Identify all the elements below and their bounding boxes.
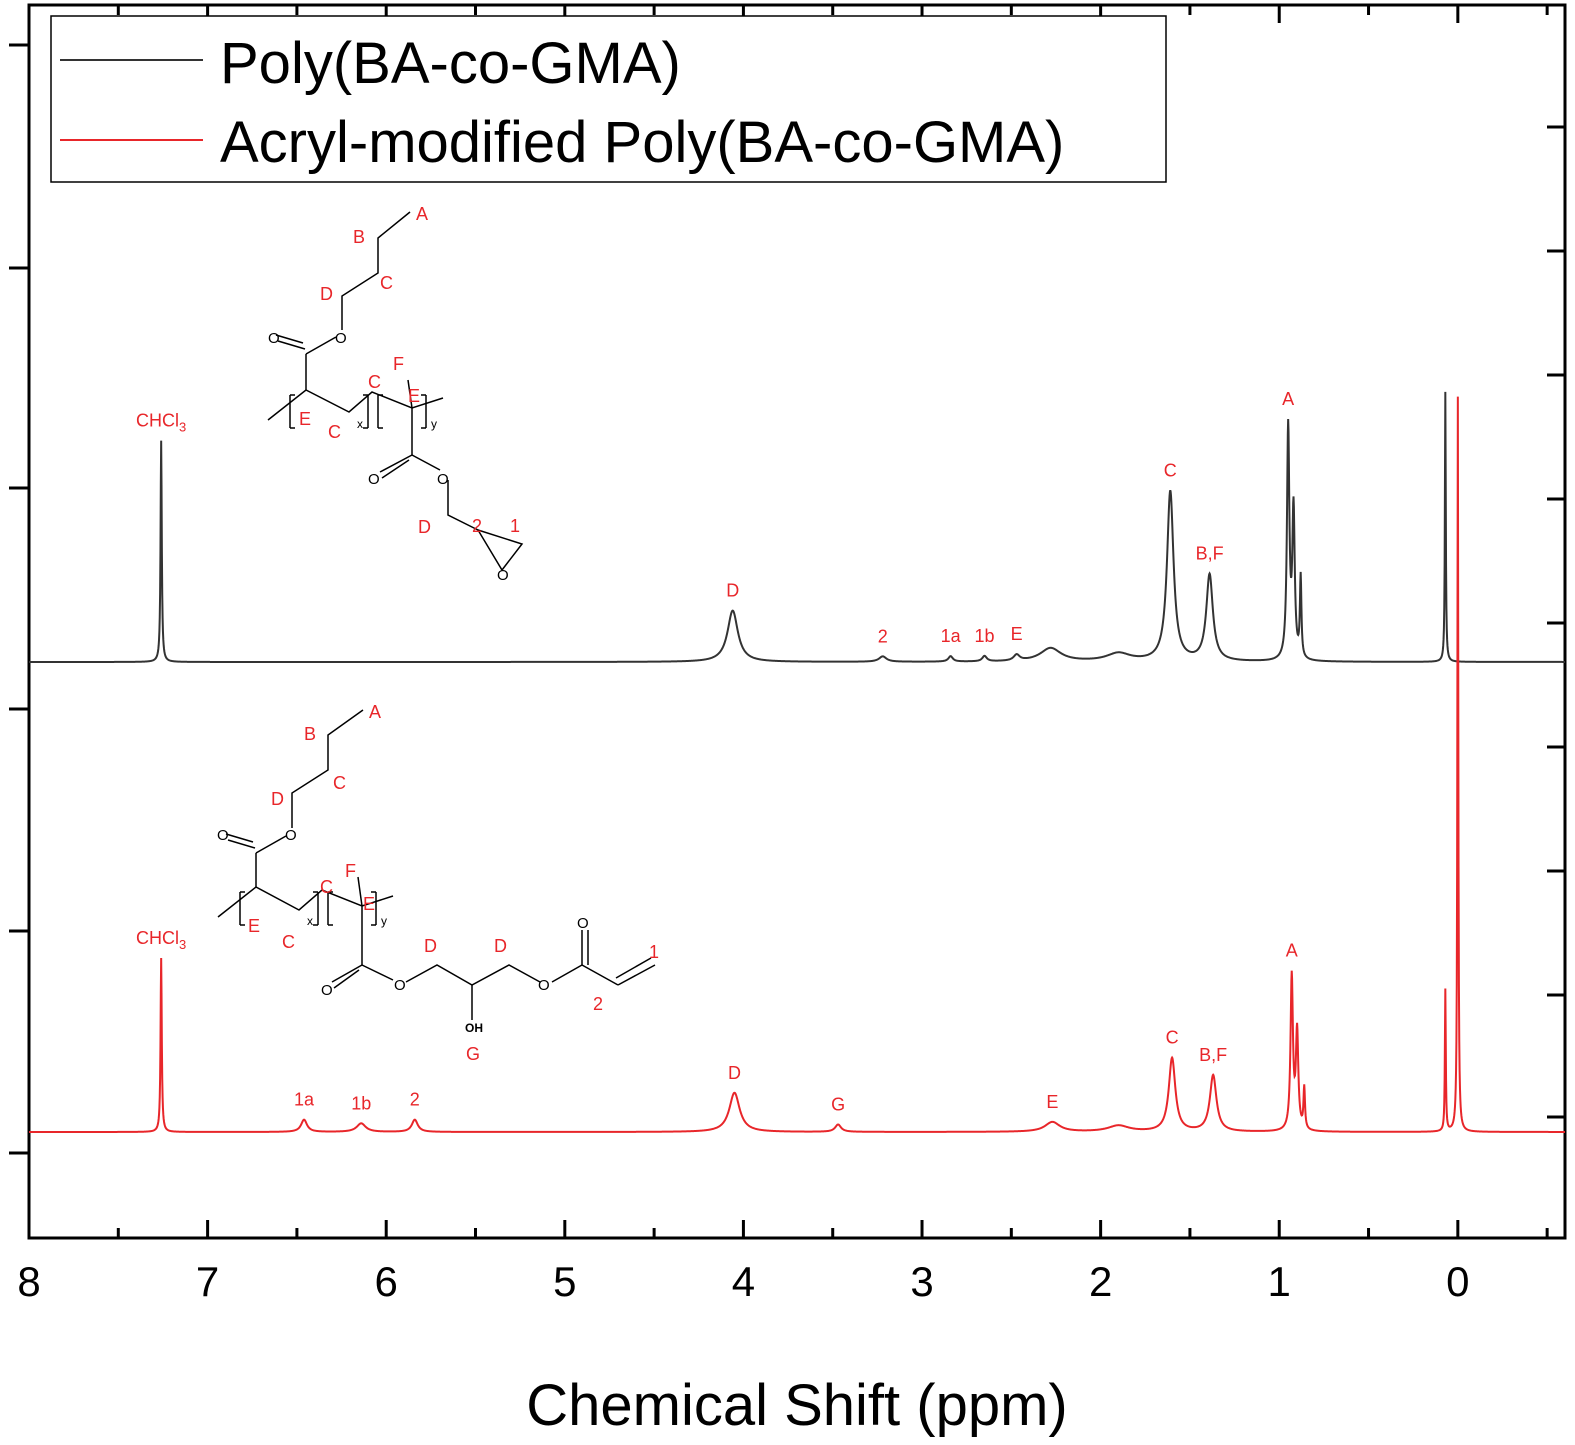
svg-text:O: O — [268, 330, 280, 347]
svg-text:B: B — [353, 227, 365, 247]
x-tick-label: 1 — [1268, 1258, 1291, 1305]
y-axis-ticks — [9, 3, 1565, 1155]
svg-text:x: x — [357, 417, 363, 431]
structure-1-labels: A B C D C F E E C D 2 1 — [299, 204, 520, 537]
svg-text:D: D — [320, 284, 333, 304]
svg-text:y: y — [431, 417, 437, 431]
peak-label: 2 — [410, 1090, 420, 1110]
peak-label: A — [1282, 389, 1294, 409]
x-axis-label: Chemical Shift (ppm) — [526, 1373, 1067, 1438]
svg-text:F: F — [393, 354, 404, 374]
peak-label: B,F — [1196, 543, 1224, 563]
legend: Poly(BA-co-GMA) Acryl-modified Poly(BA-c… — [50, 15, 1167, 183]
structure-poly-ba-co-gma — [267, 211, 524, 572]
svg-text:x: x — [307, 914, 313, 928]
peak-label: 1b — [351, 1093, 371, 1113]
structure-2-labels: A B C D C F E E C D D 1 2 G — [248, 702, 659, 1064]
svg-text:O: O — [538, 977, 550, 994]
svg-text:A: A — [416, 204, 428, 224]
x-axis-ticks: 8 7 6 5 4 3 2 1 0 — [17, 5, 1549, 1305]
svg-text:O: O — [394, 977, 406, 994]
structure-1-atoms: O O O O O — [268, 330, 509, 584]
svg-text:2: 2 — [593, 994, 603, 1014]
structure-acryl-modified — [217, 709, 656, 1020]
svg-text:C: C — [320, 877, 333, 897]
peak-label: C — [1166, 1028, 1179, 1048]
svg-text:C: C — [282, 932, 295, 952]
svg-text:F: F — [345, 861, 356, 881]
svg-text:E: E — [248, 916, 260, 936]
svg-text:B: B — [304, 724, 316, 744]
svg-text:O: O — [285, 827, 297, 844]
spectra — [29, 391, 1565, 1133]
legend-box — [50, 15, 1167, 183]
peak-label: C — [1164, 460, 1177, 480]
x-tick-label: 4 — [732, 1258, 755, 1305]
svg-text:E: E — [408, 386, 420, 406]
peak-label: CHCl3 — [136, 411, 186, 435]
svg-text:1: 1 — [649, 942, 659, 962]
svg-text:O: O — [321, 982, 333, 999]
svg-text:C: C — [333, 773, 346, 793]
legend-entry-2: Acryl-modified Poly(BA-co-GMA) — [220, 110, 1064, 175]
svg-text:O: O — [335, 330, 347, 347]
peak-label: A — [1286, 941, 1298, 961]
peak-label: B,F — [1199, 1045, 1227, 1065]
structure-1-subscripts: x y — [357, 417, 437, 431]
structure-2-extra: OH x y — [307, 914, 483, 1035]
x-tick-label: 6 — [375, 1258, 398, 1305]
legend-entry-1: Poly(BA-co-GMA) — [220, 31, 681, 96]
peak-label: CHCl3 — [136, 928, 186, 952]
svg-text:A: A — [369, 702, 381, 722]
svg-text:C: C — [368, 372, 381, 392]
x-tick-label: 8 — [17, 1258, 40, 1305]
plot-frame — [27, 3, 1567, 1240]
structure-2-atoms: O O O O O O — [217, 827, 589, 999]
svg-text:1: 1 — [510, 516, 520, 536]
peak-label: 1a — [941, 626, 962, 646]
svg-text:C: C — [380, 273, 393, 293]
svg-text:D: D — [271, 789, 284, 809]
peak-label: 2 — [878, 626, 888, 646]
svg-text:OH: OH — [465, 1021, 483, 1035]
svg-text:D: D — [494, 936, 507, 956]
x-tick-label: 0 — [1446, 1258, 1469, 1305]
spectrum-line-2 — [29, 396, 1565, 1133]
svg-text:O: O — [217, 827, 229, 844]
svg-text:O: O — [437, 471, 449, 488]
svg-text:E: E — [299, 409, 311, 429]
svg-text:G: G — [466, 1044, 480, 1064]
svg-text:D: D — [424, 936, 437, 956]
peak-label: D — [728, 1063, 741, 1083]
svg-text:O: O — [577, 915, 589, 932]
peak-label: E — [1011, 624, 1023, 644]
peak-label: D — [726, 581, 739, 601]
svg-text:C: C — [328, 422, 341, 442]
peak-label: 1b — [975, 626, 995, 646]
x-tick-label: 5 — [553, 1258, 576, 1305]
spectrum-line-1 — [29, 391, 1565, 663]
x-tick-label: 3 — [910, 1258, 933, 1305]
x-tick-label: 7 — [196, 1258, 219, 1305]
peak-label: G — [831, 1094, 845, 1114]
peak-label: 1a — [294, 1090, 315, 1110]
svg-text:O: O — [497, 567, 509, 584]
svg-text:2: 2 — [472, 516, 482, 536]
svg-text:E: E — [363, 894, 375, 914]
svg-text:O: O — [368, 471, 380, 488]
svg-text:y: y — [381, 914, 387, 928]
x-tick-label: 2 — [1089, 1258, 1112, 1305]
svg-text:D: D — [418, 517, 431, 537]
peak-label: E — [1046, 1092, 1058, 1112]
